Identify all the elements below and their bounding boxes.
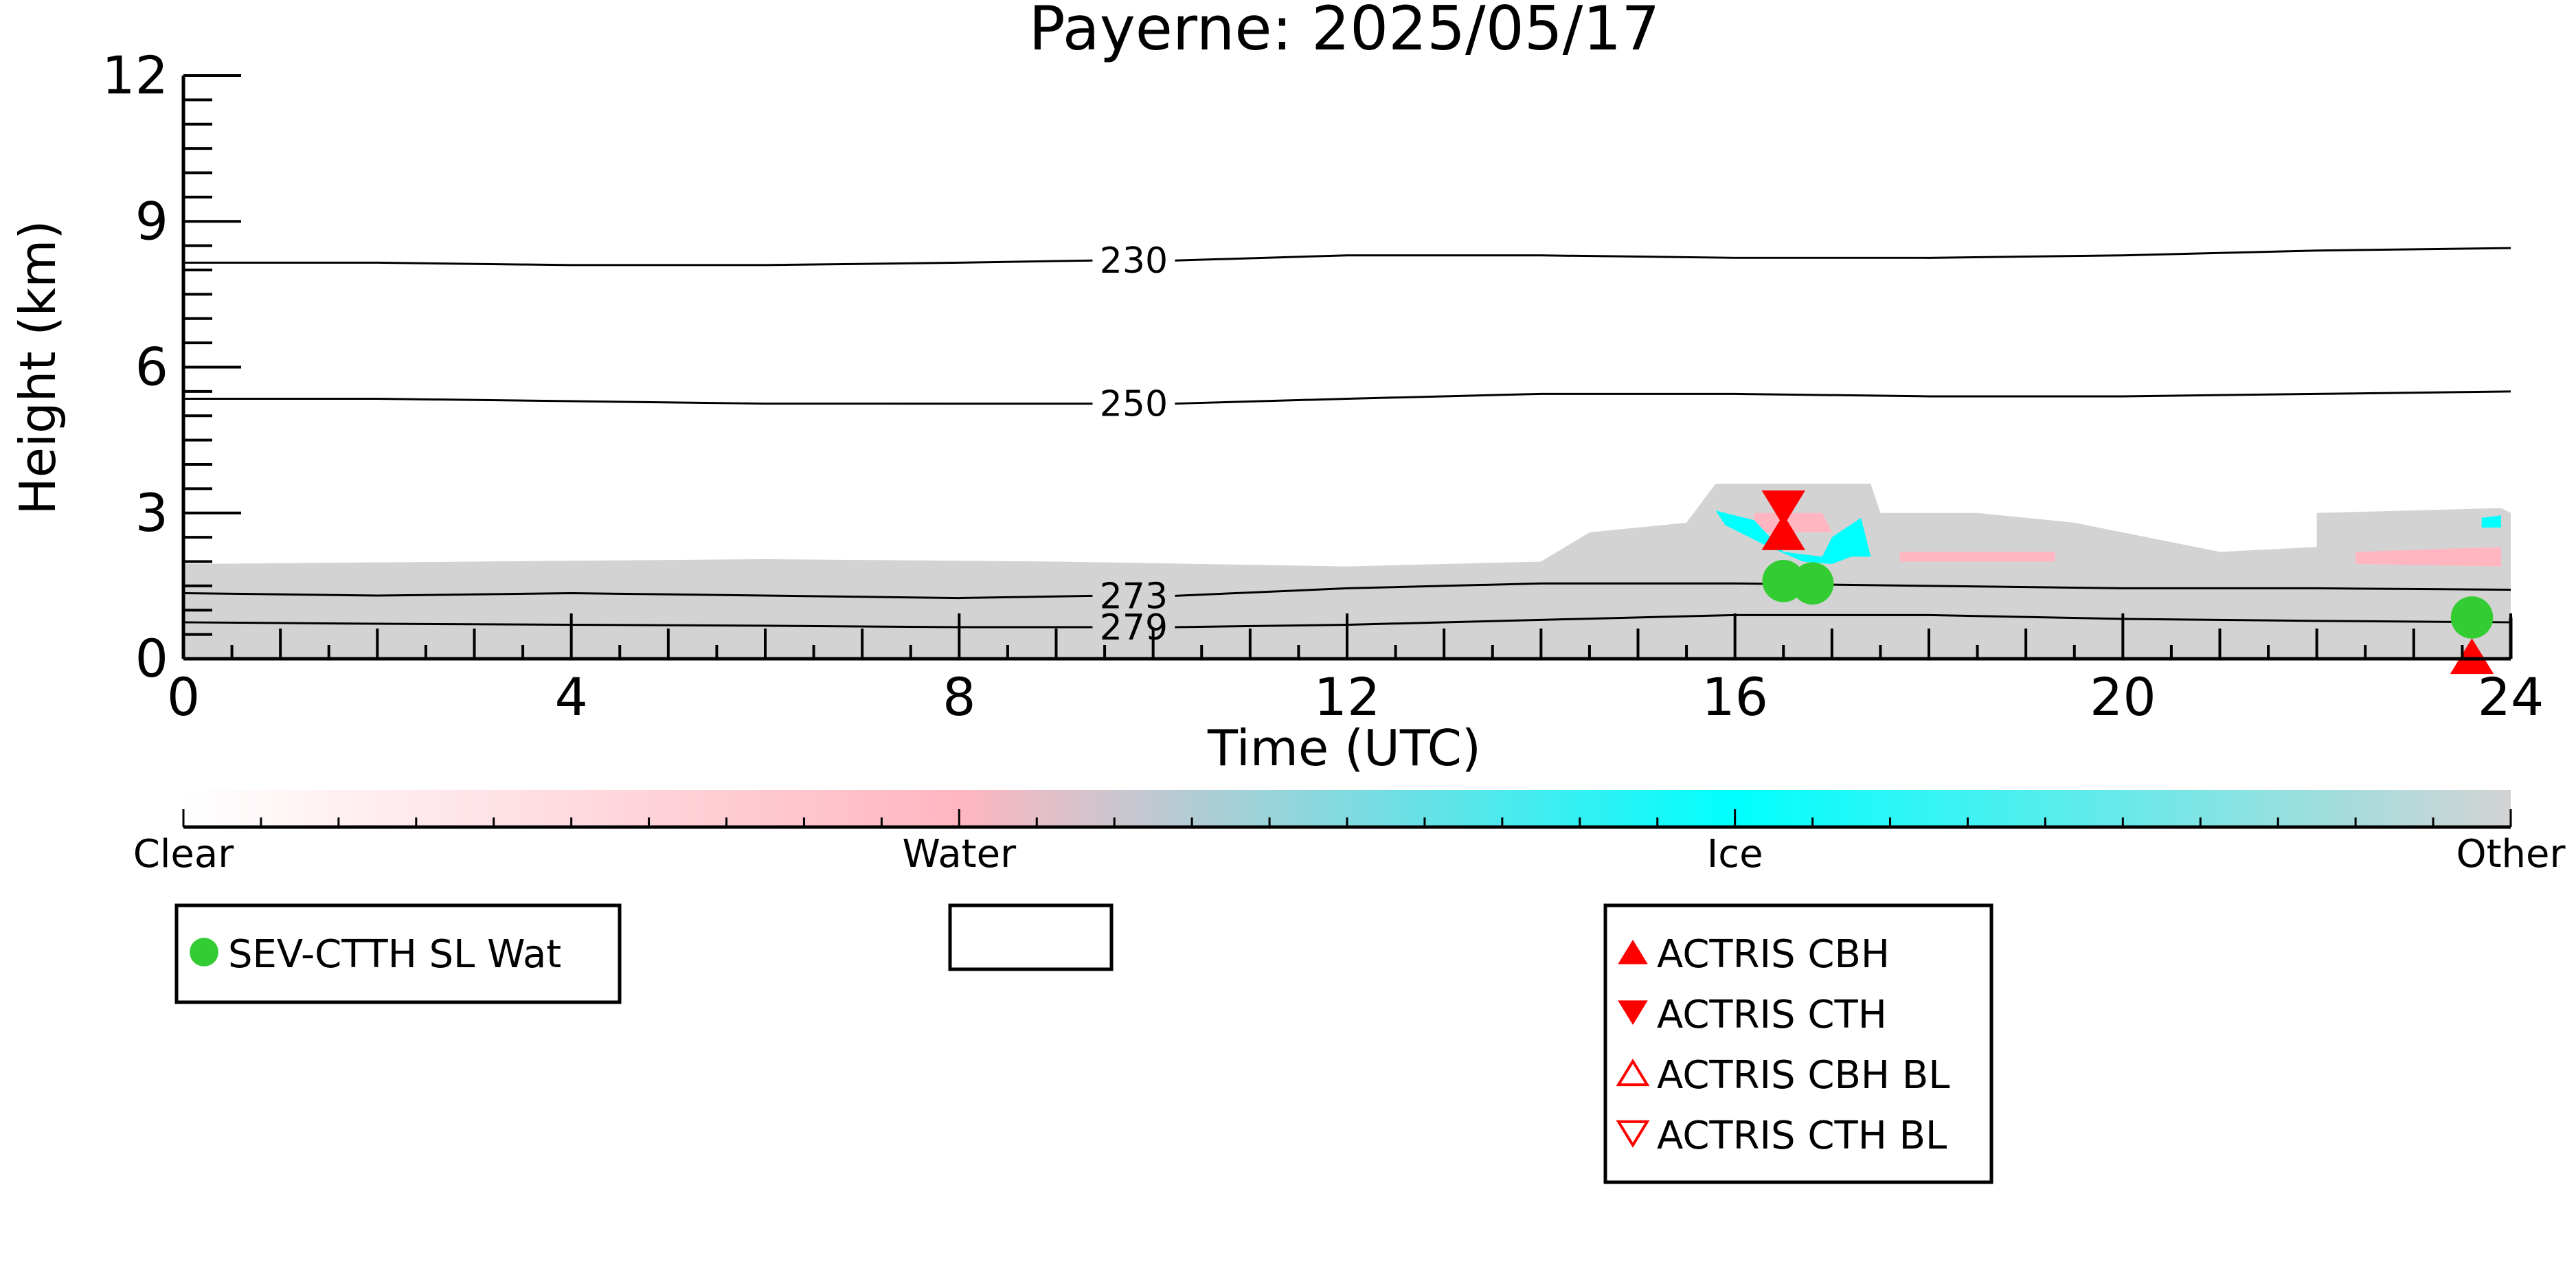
- legend-frame: [948, 903, 1114, 971]
- marker-actris-cth: [1761, 490, 1805, 526]
- legend-entry-label: ACTRIS CBH: [1657, 932, 1890, 977]
- legend-box: ACTRIS CBH ACTRIS CTH ACTRIS CBH BL ACTRIS …: [1603, 903, 1993, 1184]
- y-tick-label: 3: [135, 482, 168, 543]
- legend-marker: [190, 938, 218, 967]
- chart-title: Payerne: 2025/05/17: [1029, 0, 1660, 64]
- legend-entry-label: ACTRIS CBH BL: [1657, 1053, 1950, 1098]
- isotherm-label: 279: [1100, 607, 1168, 648]
- legend-box: [948, 903, 1114, 971]
- isotherm-line-279: [1175, 613, 2511, 629]
- legend-entry-label: ACTRIS CTH: [1657, 993, 1887, 1037]
- isotherm-line-279: [183, 621, 1093, 629]
- legend-box: SEV-CTTH SL Wat: [174, 903, 622, 1004]
- legend-marker: [1616, 1059, 1650, 1087]
- cloud-region-water: [1899, 552, 2055, 562]
- x-tick-label: 24: [2478, 666, 2544, 727]
- isotherm-label: 230: [1100, 240, 1168, 282]
- y-tick-label: 6: [135, 337, 168, 398]
- x-tick-label: 12: [1314, 666, 1381, 727]
- y-tick-label: 9: [135, 190, 168, 251]
- x-tick-label: 4: [554, 666, 587, 727]
- legend-marker: [1616, 1120, 1650, 1148]
- y-tick-label: 12: [102, 45, 168, 106]
- isotherm-line-273: [183, 591, 1093, 600]
- cloud-region-ice: [2481, 515, 2501, 528]
- x-axis-label: Time (UTC): [1207, 719, 1481, 777]
- isotherm-line-250: [1175, 390, 2511, 405]
- marker-actris-cbh: [1761, 514, 1805, 550]
- y-axis-label: Height (km): [9, 221, 67, 515]
- legend-entry-label: ACTRIS CTH BL: [1657, 1114, 1947, 1158]
- x-tick-label: 8: [942, 666, 975, 727]
- cloud-region-water: [1754, 512, 1832, 533]
- marker-sev-ctth-sl-wat: [2450, 596, 2494, 639]
- legend-marker: [1618, 939, 1648, 964]
- legend-marker: [1618, 1000, 1648, 1026]
- isotherm-label: 273: [1100, 576, 1168, 617]
- isotherm-label: 250: [1100, 384, 1168, 425]
- colorbar-label: Clear: [133, 832, 234, 877]
- y-tick-label: 0: [135, 628, 168, 689]
- cloud-region-water: [2355, 547, 2501, 567]
- axes: 0 3 6 9 12 0 4 8 12 16 20 24: [102, 45, 2544, 727]
- markers: [1761, 490, 2494, 675]
- isotherm-line-230: [1175, 247, 2511, 262]
- marker-sev-ctth-sl-wat: [1791, 562, 1834, 605]
- isotherm-line-250: [183, 397, 1093, 405]
- colorbar: Clear Water Ice Other: [133, 790, 2566, 877]
- legend-frame: [174, 903, 622, 1004]
- colorbar-label: Other: [2456, 832, 2566, 877]
- x-tick-label: 0: [167, 666, 200, 727]
- legend-frame: [1603, 903, 1993, 1184]
- colorbar-label: Water: [903, 832, 1017, 877]
- colorbar-label: Ice: [1707, 832, 1763, 877]
- isotherm-line-230: [183, 259, 1093, 267]
- x-tick-label: 16: [1702, 666, 1768, 727]
- legend-entry-label: SEV-CTTH SL Wat: [228, 932, 561, 977]
- cloud-region-ice: [1715, 510, 1871, 565]
- x-tick-label: 20: [2090, 666, 2156, 727]
